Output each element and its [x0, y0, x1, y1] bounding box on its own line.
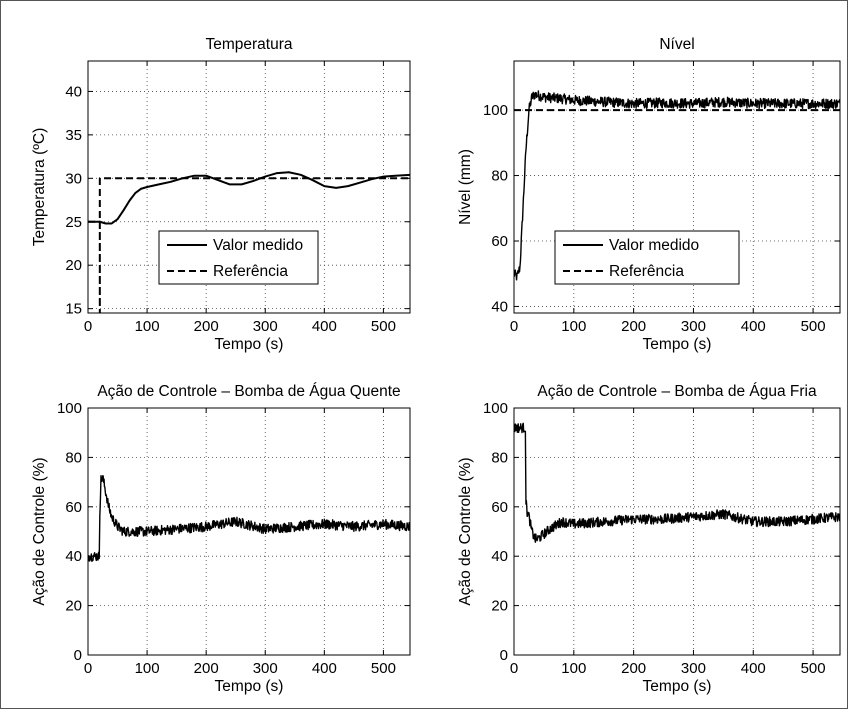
x-tick-label: 300 — [681, 318, 706, 335]
x-tick-label: 200 — [621, 660, 646, 677]
legend-entry: Referência — [213, 263, 288, 280]
x-tick-label: 100 — [135, 660, 160, 677]
legend-box — [158, 230, 319, 285]
x-tick-label: 100 — [561, 660, 586, 677]
chart-panel-4: 0 100 200 300 400 500 0 20 40 60 80 100 Ação de Cont… — [457, 383, 841, 695]
axes-box — [513, 60, 841, 314]
y-tick-label: 80 — [65, 449, 82, 466]
x-tick-label: 300 — [253, 318, 278, 335]
y-tick-label: 40 — [65, 83, 82, 100]
x-axis-label: Tempo (s) — [643, 336, 712, 353]
y-tick-label: 35 — [65, 127, 82, 144]
x-axis-label: Tempo (s) — [215, 336, 284, 353]
chart-panel-2: 0 100 200 300 400 500 40 60 80 100 Nível Tempo (s) N… — [457, 36, 841, 353]
x-tick-label: 300 — [681, 660, 706, 677]
x-tick-label: 100 — [135, 318, 160, 335]
x-tick-label: 500 — [371, 318, 396, 335]
legend-box — [554, 230, 740, 285]
y-tick-label: 20 — [65, 598, 82, 615]
y-axis-label: Ação de Controle (%) — [457, 457, 474, 605]
x-axis-label: Tempo (s) — [643, 678, 712, 695]
axes-box — [87, 60, 411, 314]
series-line-control — [514, 422, 840, 543]
x-tick-label: 500 — [801, 660, 826, 677]
x-tick-label: 500 — [371, 660, 396, 677]
x-tick-label: 400 — [741, 318, 766, 335]
x-tick-label: 400 — [312, 318, 337, 335]
y-tick-label: 40 — [491, 548, 508, 565]
x-tick-label: 0 — [84, 318, 92, 335]
y-tick-label: 40 — [65, 548, 82, 565]
x-tick-label: 400 — [312, 660, 337, 677]
y-tick-label: 60 — [65, 499, 82, 516]
y-tick-label: 20 — [491, 598, 508, 615]
y-tick-label: 60 — [491, 499, 508, 516]
y-tick-label: 0 — [74, 647, 82, 664]
series-line-valor-medido — [88, 171, 410, 225]
chart-title: Nível — [659, 36, 694, 53]
x-tick-label: 200 — [194, 318, 219, 335]
chart-title: Temperatura — [205, 36, 292, 53]
plot-area — [514, 408, 840, 655]
x-tick-label: 0 — [510, 318, 518, 335]
y-axis-label: Temperatura (ºC) — [31, 128, 48, 247]
series-line-valor-medido — [514, 90, 840, 281]
y-tick-label: 20 — [65, 257, 82, 274]
x-tick-label: 300 — [253, 660, 278, 677]
x-tick-label: 0 — [510, 660, 518, 677]
y-tick-label: 0 — [500, 647, 508, 664]
axes-box — [513, 407, 841, 656]
chart-panel-3: 0 100 200 300 400 500 0 20 40 60 80 100 Ação de Cont… — [31, 383, 411, 695]
legend-entry: Valor medido — [609, 237, 699, 254]
y-tick-label: 25 — [65, 214, 82, 231]
legend-entry: Referência — [609, 263, 684, 280]
y-axis-label: Ação de Controle (%) — [31, 457, 48, 605]
chart-title: Ação de Controle – Bomba de Água Quente — [97, 383, 400, 400]
chart-panel-1: 0 100 200 300 400 500 15 20 25 30 35 40 Temperatura T… — [31, 36, 411, 353]
x-axis-label: Tempo (s) — [215, 678, 284, 695]
y-tick-label: 40 — [491, 298, 508, 315]
y-tick-label: 80 — [491, 449, 508, 466]
x-tick-label: 0 — [84, 660, 92, 677]
y-tick-label: 30 — [65, 170, 82, 187]
x-tick-label: 200 — [621, 318, 646, 335]
y-tick-label: 60 — [491, 233, 508, 250]
y-tick-label: 100 — [57, 400, 82, 417]
plot-area — [88, 408, 410, 655]
y-axis-label: Nível (mm) — [457, 149, 474, 225]
series-line-control — [88, 475, 410, 562]
x-tick-label: 200 — [194, 660, 219, 677]
x-tick-label: 100 — [561, 318, 586, 335]
legend-entry: Valor medido — [213, 237, 303, 254]
chart-title: Ação de Controle – Bomba de Água Fria — [537, 383, 817, 400]
x-tick-label: 500 — [801, 318, 826, 335]
y-tick-label: 80 — [491, 168, 508, 185]
series-line-referência — [88, 177, 410, 313]
axes-box — [87, 407, 411, 656]
x-tick-label: 400 — [741, 660, 766, 677]
y-tick-label: 100 — [483, 102, 508, 119]
y-tick-label: 100 — [483, 400, 508, 417]
y-tick-label: 15 — [65, 301, 82, 318]
